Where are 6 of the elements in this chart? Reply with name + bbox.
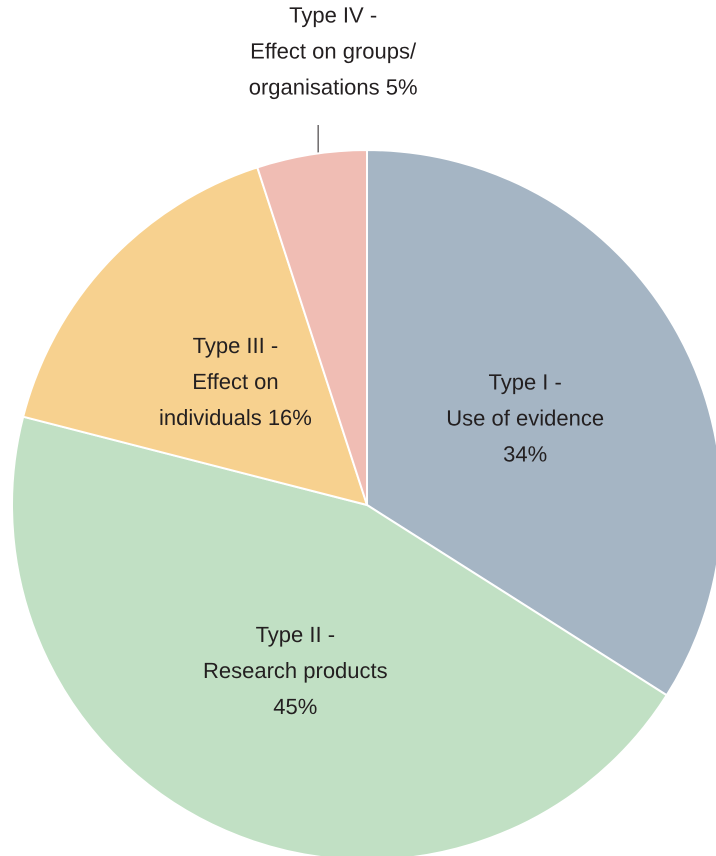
slice-label: Type IV - Effect on groups/ organisations 5% [248, 2, 418, 100]
data-label: 34% [503, 442, 548, 467]
slice-label: Type I - Use of evidence [446, 370, 604, 431]
data-label: 45% [273, 694, 318, 720]
slice-label: Type III - Effect on individuals 16% [158, 332, 312, 430]
slice-label: Type II - Research products [202, 622, 388, 684]
